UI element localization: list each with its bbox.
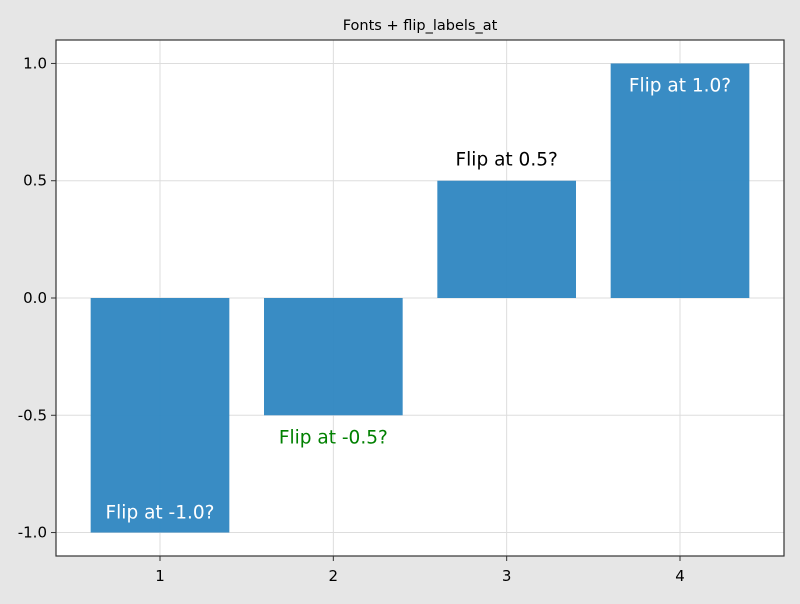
x-axis: 1 2 3 4 [155,556,685,585]
data-label: Flip at -1.0? [106,503,215,524]
x-tick-label: 3 [502,567,512,585]
y-tick-label: -0.5 [18,406,47,424]
data-labels: Flip at -1.0? Flip at -0.5? Flip at 0.5? Fl… [106,75,732,523]
y-tick-label: 0.5 [23,172,47,190]
bar [437,180,576,298]
y-tick-label: -1.0 [18,524,47,542]
y-tick-label: 1.0 [23,54,47,72]
bar [264,298,403,416]
data-label: Flip at -0.5? [279,427,388,448]
x-tick-label: 1 [155,567,165,585]
data-label: Flip at 0.5? [456,150,558,171]
x-tick-label: 4 [675,567,685,585]
bar [610,63,750,298]
bars [90,63,750,533]
y-axis: -1.0 -0.5 0.0 0.5 1.0 [18,54,56,542]
chart-title: Fonts + flip_labels_at [343,18,498,34]
data-label: Flip at 1.0? [629,75,731,96]
bar [90,298,230,533]
x-tick-label: 2 [329,567,339,585]
y-tick-label: 0.0 [23,289,47,307]
